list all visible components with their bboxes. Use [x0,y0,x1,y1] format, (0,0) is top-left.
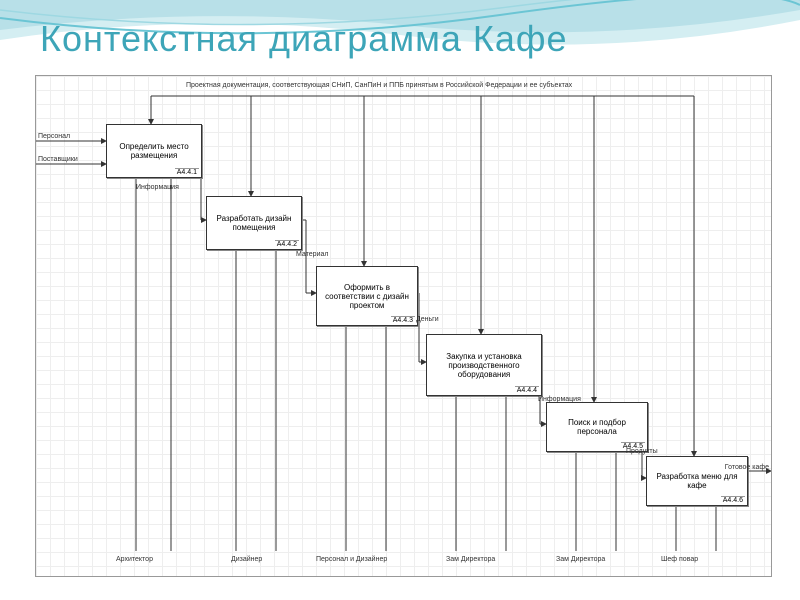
input-label: Поставщики [38,156,78,163]
node-A4-4-4: Закупка и установка производственного об… [426,334,542,396]
mechanism-label: Дизайнер [231,556,262,563]
idef0-diagram: Проектная документация, соответствующая … [35,75,772,577]
node-label: Поиск и подбор персонала [549,418,645,436]
flow-label: Информация [136,184,179,191]
node-A4-4-5: Поиск и подбор персоналаA4.4.5 [546,402,648,452]
input-label: Персонал [38,133,70,140]
mechanism-label: Персонал и Дизайнер [316,556,387,563]
page-title: Контекстная диаграмма Кафе [40,18,568,60]
mechanism-label: Зам Директора [446,556,495,563]
node-label: Закупка и установка производственного об… [429,352,539,379]
mechanism-label: Архитектор [116,556,153,563]
control-label: Проектная документация, соответствующая … [186,82,572,89]
node-label: Разработка меню для кафе [649,472,745,490]
node-id: A4.4.4 [515,386,539,394]
node-label: Разработать дизайн помещения [209,214,299,232]
node-label: Оформить в соответствии с дизайн проекто… [319,283,415,310]
node-id: A4.4.2 [275,240,299,248]
flow-label: Продукты [626,448,658,455]
flow-label: Информация [538,396,581,403]
mechanism-label: Зам Директора [556,556,605,563]
node-id: A4.4.3 [391,316,415,324]
mechanism-label: Шеф повар [661,556,698,563]
node-id: A4.4.1 [175,168,199,176]
node-A4-4-2: Разработать дизайн помещения A4.4.2 [206,196,302,250]
flow-label: Деньги [416,316,439,323]
flow-label: Материал [296,251,328,258]
node-label: Определить место размещения [109,142,199,160]
output-label: Готовое кафе [725,464,769,471]
node-A4-4-3: Оформить в соответствии с дизайн проекто… [316,266,418,326]
node-A4-4-1: Определить место размещения A4.4.1 [106,124,202,178]
node-id: A4.4.6 [721,496,745,504]
